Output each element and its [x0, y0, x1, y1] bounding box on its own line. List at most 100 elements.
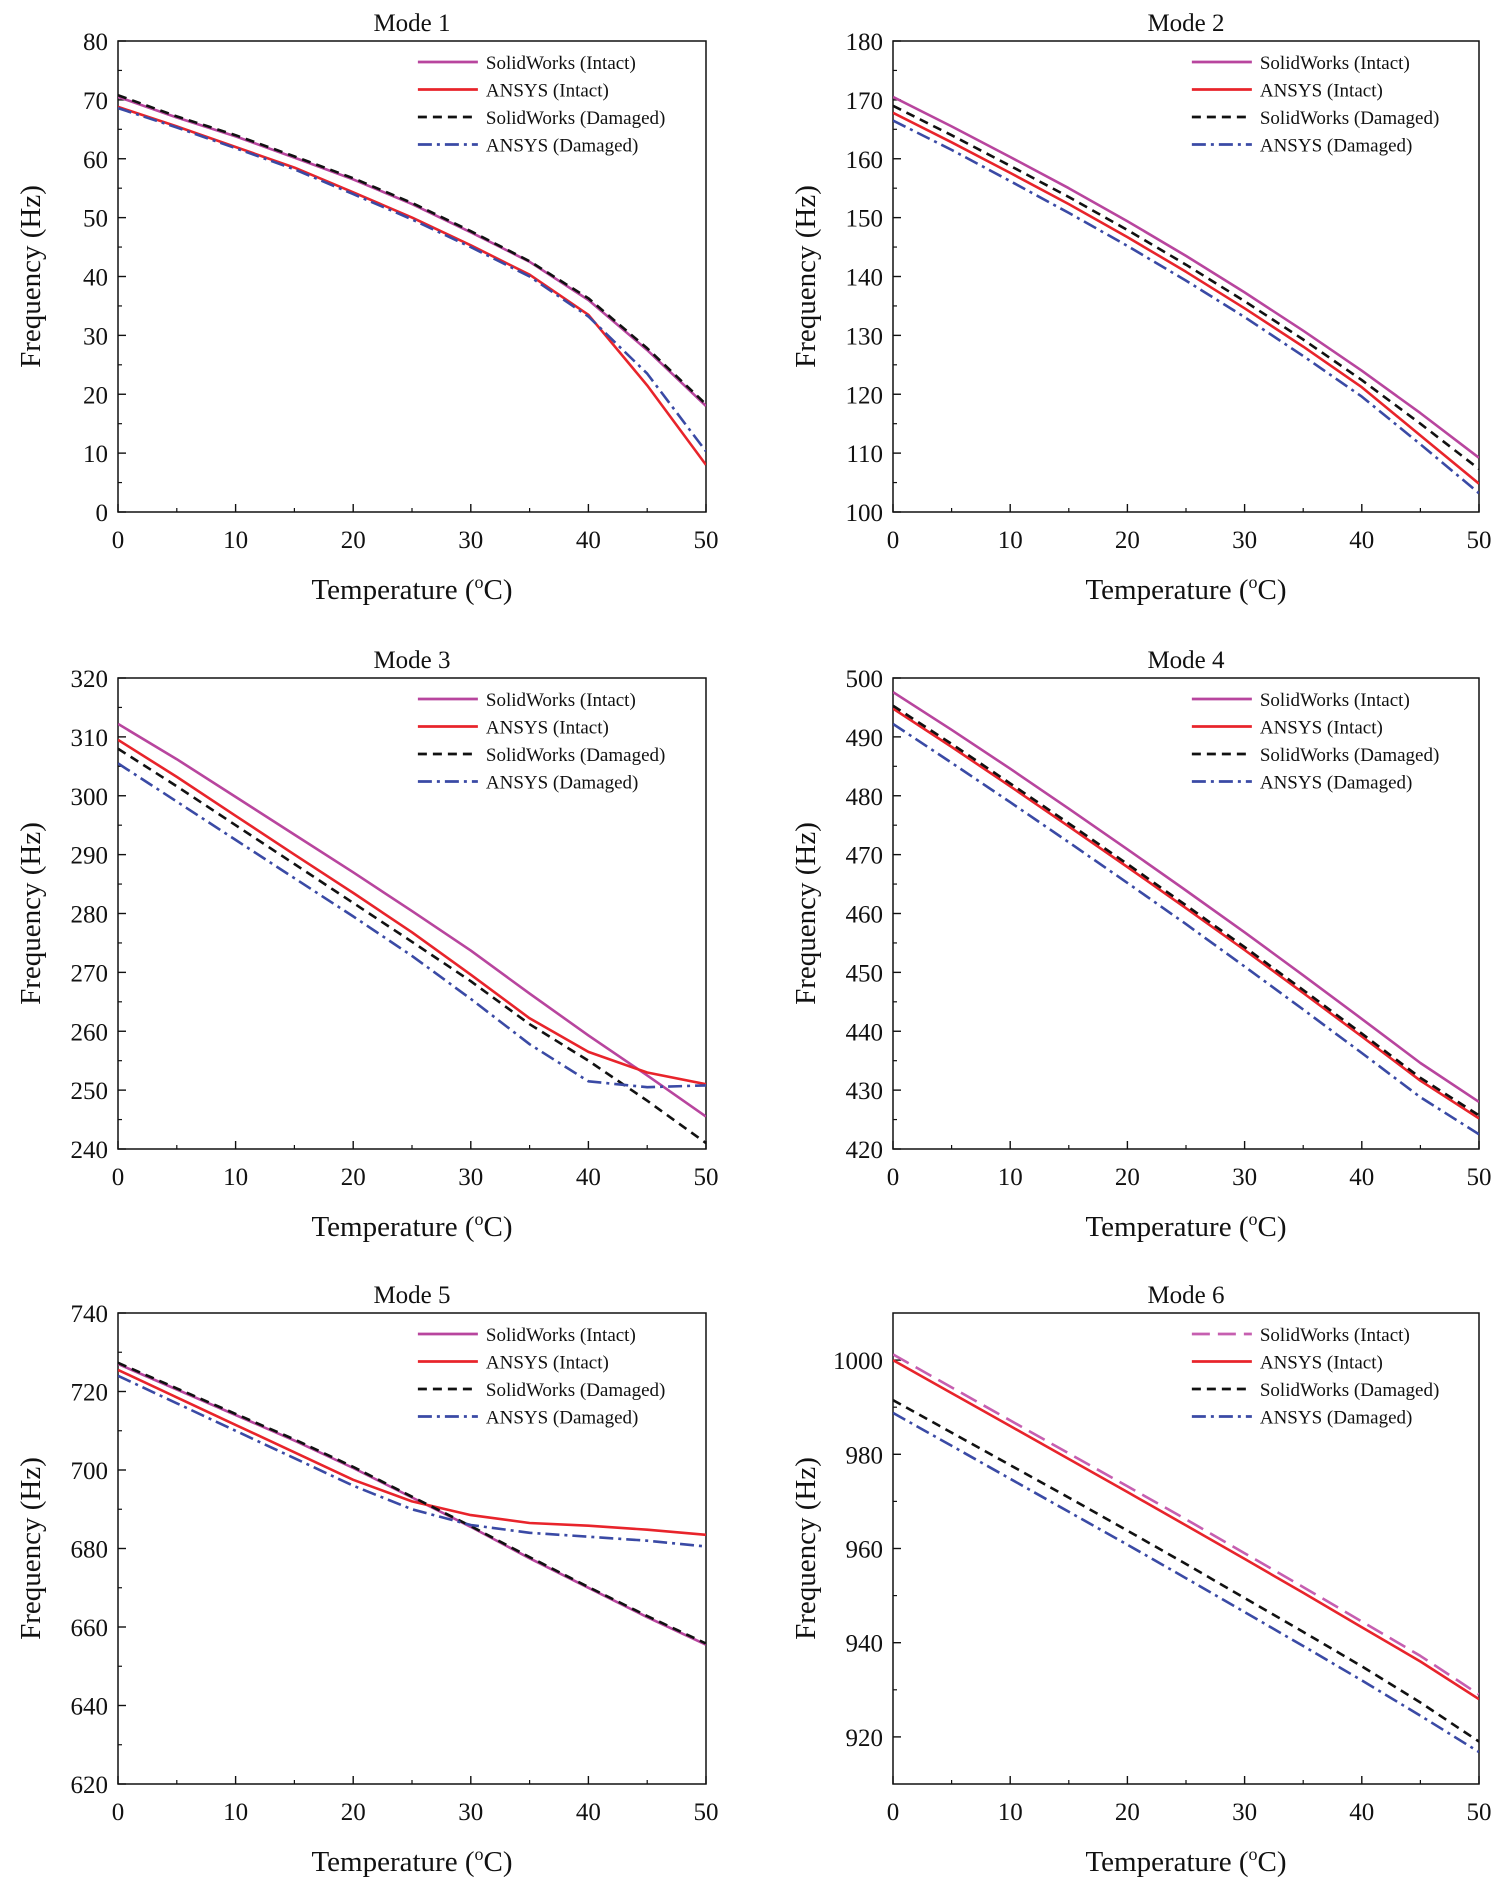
mode-4-panel: Mode 4 0 10 20 30 40 50 420 430 440 450 460 470 480 49…	[790, 647, 1492, 1243]
legend-label: SolidWorks (Damaged)	[486, 1380, 665, 1401]
y-tick-label: 300	[71, 784, 109, 811]
series-line-ansys-damaged	[118, 762, 706, 1089]
mode-5-panel: Mode 5 0 10 20 30 40 50 620 640 660 680 700 720 740 Te…	[15, 1282, 719, 1878]
x-axis-label-main: Temperature (	[311, 1211, 474, 1243]
series-line-ansys-intact	[893, 111, 1479, 485]
legend-label: SolidWorks (Intact)	[486, 690, 636, 711]
legend-label: ANSYS (Intact)	[1260, 1353, 1383, 1374]
x-tick-label: 0	[887, 1164, 900, 1191]
y-tick-label: 80	[83, 29, 108, 56]
x-axis-label-superscript: o	[1249, 1844, 1258, 1864]
series-group	[118, 722, 706, 1145]
x-tick-label: 0	[887, 527, 900, 554]
legend-label: ANSYS (Damaged)	[1260, 773, 1413, 794]
x-tick-label: 10	[998, 1799, 1023, 1826]
x-tick-label: 10	[223, 1799, 248, 1826]
y-axis-label: Frequency (Hz)	[790, 822, 822, 1005]
x-tick-label: 10	[223, 1164, 248, 1191]
x-tick-label: 40	[576, 527, 601, 554]
series-line-solidworks-intact	[893, 1353, 1479, 1696]
y-tick-label: 420	[846, 1137, 884, 1164]
y-tick-label: 500	[846, 666, 884, 693]
x-axis-label-superscript: o	[1249, 572, 1258, 592]
legend-label: SolidWorks (Intact)	[1260, 690, 1410, 711]
series-group	[118, 93, 706, 466]
x-axis-label-main: Temperature (	[1085, 1211, 1248, 1243]
x-tick-label: 50	[1467, 527, 1492, 554]
x-axis-label: Temperature (oC)	[311, 1209, 512, 1243]
x-tick-label: 0	[112, 527, 125, 554]
y-axis-label: Frequency (Hz)	[15, 1457, 47, 1640]
x-tick-label: 30	[1232, 527, 1257, 554]
series-line-solidworks-damaged	[893, 1398, 1479, 1743]
series-line-solidworks-intact	[118, 1362, 706, 1646]
panel-title: Mode 5	[373, 1282, 450, 1309]
legend-label: SolidWorks (Damaged)	[1260, 745, 1439, 766]
y-tick-label: 160	[846, 147, 884, 174]
x-axis-label: Temperature (oC)	[311, 572, 512, 606]
legend-label: SolidWorks (Damaged)	[1260, 1380, 1439, 1401]
x-axis-label: Temperature (oC)	[1085, 1209, 1286, 1243]
x-axis-label: Temperature (oC)	[1085, 572, 1286, 606]
legend-label: SolidWorks (Intact)	[486, 53, 636, 74]
x-axis-label-unit: C)	[1258, 574, 1287, 606]
y-tick-label: 50	[83, 206, 108, 233]
y-tick-label: 470	[846, 843, 884, 870]
y-tick-label: 490	[846, 725, 884, 752]
y-tick-label: 70	[83, 88, 108, 115]
x-tick-label: 10	[998, 1164, 1023, 1191]
y-tick-label: 60	[83, 147, 108, 174]
series-line-solidworks-damaged	[118, 1361, 706, 1645]
x-axis-label-unit: C)	[484, 1211, 513, 1243]
series-line-solidworks-intact	[893, 691, 1479, 1103]
panel-title: Mode 6	[1147, 1282, 1224, 1309]
legend-label: ANSYS (Damaged)	[486, 773, 639, 794]
x-tick-label: 40	[576, 1799, 601, 1826]
legend-label: ANSYS (Damaged)	[486, 136, 639, 157]
y-tick-label: 720	[71, 1380, 109, 1407]
y-tick-label: 480	[846, 784, 884, 811]
y-tick-label: 40	[83, 265, 108, 292]
x-tick-label: 50	[694, 1799, 719, 1826]
y-tick-label: 660	[71, 1615, 109, 1642]
x-tick-label: 40	[1349, 1164, 1374, 1191]
y-tick-label: 260	[71, 1019, 109, 1046]
legend-label: ANSYS (Intact)	[1260, 718, 1383, 739]
x-tick-label: 20	[341, 527, 366, 554]
x-tick-label: 40	[1349, 1799, 1374, 1826]
series-group	[118, 1361, 706, 1646]
x-tick-label: 30	[458, 527, 483, 554]
mode-3-panel: Mode 3 0 10 20 30 40 50 240 250 260 270 280 290 300 31…	[15, 647, 719, 1243]
x-axis-label-main: Temperature (	[1085, 1846, 1248, 1878]
panel-title: Mode 2	[1147, 10, 1224, 37]
series-group	[893, 95, 1479, 495]
series-line-ansys-intact	[893, 707, 1479, 1120]
y-tick-label: 1000	[833, 1348, 883, 1375]
legend-label: SolidWorks (Intact)	[1260, 53, 1410, 74]
legend-label: ANSYS (Damaged)	[1260, 136, 1413, 157]
panel-title: Mode 4	[1147, 647, 1225, 674]
series-line-ansys-intact	[118, 1368, 706, 1537]
y-tick-label: 940	[846, 1631, 884, 1658]
y-tick-label: 100	[846, 500, 884, 527]
y-tick-label: 130	[846, 323, 884, 350]
legend-label: ANSYS (Intact)	[486, 1353, 609, 1374]
y-tick-label: 30	[83, 323, 108, 350]
panel-title: Mode 3	[373, 647, 450, 674]
y-tick-label: 320	[71, 666, 109, 693]
series-line-solidworks-damaged	[893, 104, 1479, 471]
y-tick-label: 440	[846, 1019, 884, 1046]
series-line-ansys-damaged	[893, 722, 1479, 1136]
legend-label: SolidWorks (Damaged)	[1260, 108, 1439, 129]
y-tick-label: 240	[71, 1137, 109, 1164]
legend-label: ANSYS (Damaged)	[1260, 1408, 1413, 1429]
y-tick-label: 170	[846, 88, 884, 115]
y-tick-label: 740	[71, 1301, 109, 1328]
y-tick-label: 700	[71, 1458, 109, 1485]
x-axis-label-unit: C)	[1258, 1846, 1287, 1878]
x-tick-label: 30	[1232, 1799, 1257, 1826]
x-axis-label-superscript: o	[475, 572, 484, 592]
series-line-ansys-damaged	[893, 1411, 1479, 1754]
y-axis-label: Frequency (Hz)	[790, 185, 822, 368]
